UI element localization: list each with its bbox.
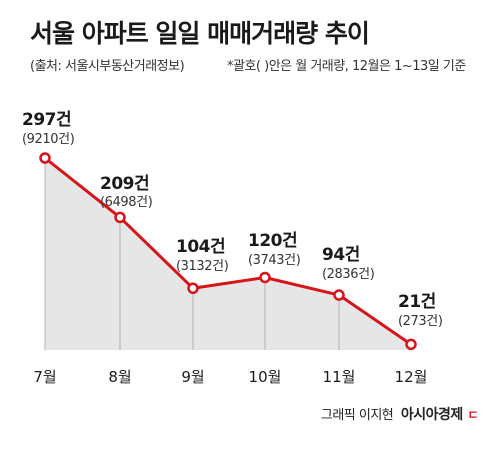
data-point-5 xyxy=(333,289,345,301)
monthly-total-label-6: (273건) xyxy=(398,314,443,329)
data-points-layer xyxy=(39,152,417,351)
x-axis-labels-layer: 7월 8월 9월 10월 11월 12월 xyxy=(33,368,427,386)
series-line xyxy=(44,156,412,346)
x-tick-label-1: 7월 xyxy=(33,368,56,386)
value-label-6: 21건 xyxy=(398,292,436,312)
data-point-6 xyxy=(405,338,417,351)
data-point-3 xyxy=(187,282,199,295)
value-label-1: 297건 xyxy=(22,110,71,130)
monthly-total-label-2: (6498건) xyxy=(100,195,152,210)
area-fill-layer xyxy=(45,158,411,350)
value-label-3: 104건 xyxy=(176,237,225,257)
credit: 그래픽 이지현 아시아경제 ㄷ xyxy=(320,404,479,424)
value-label-4: 120건 xyxy=(248,231,297,251)
monthly-total-label-5: (2836건) xyxy=(322,267,374,282)
x-tick-label-6: 12월 xyxy=(395,368,428,386)
value-label-5: 94건 xyxy=(322,245,360,265)
monthly-total-label-3: (3132건) xyxy=(176,259,228,274)
data-point-1 xyxy=(39,152,51,164)
data-point-2 xyxy=(114,211,126,224)
value-label-2: 209건 xyxy=(100,174,149,194)
data-point-4 xyxy=(259,271,271,284)
area-fill xyxy=(45,158,411,350)
source-note: (출처: 서울시부동산거래정보) xyxy=(30,59,185,74)
series-line-layer xyxy=(44,156,412,346)
credit-author: 그래픽 이지현 xyxy=(320,408,394,423)
brand-mark-icon: ㄷ xyxy=(467,408,478,422)
data-labels-layer: 297건 (9210건) 209건(6498건) 104건 (3132건) 120건 (37… xyxy=(22,110,443,329)
x-tick-label-4: 10월 xyxy=(249,368,282,386)
monthly-total-label-4: (3743건) xyxy=(248,253,300,268)
footnote: *괄호( )안은 월 거래량, 12월은 1~13일 기준 xyxy=(227,59,466,74)
x-tick-label-2: 8월 xyxy=(108,368,131,386)
brand-logo-text: 아시아경제 xyxy=(400,407,463,423)
chart-title: 서울 아파트 일일 매매거래량 추이 xyxy=(30,19,370,48)
x-tick-label-3: 9월 xyxy=(181,368,204,386)
monthly-total-label-1: (9210건) xyxy=(22,132,74,147)
x-tick-label-5: 11월 xyxy=(323,368,356,386)
